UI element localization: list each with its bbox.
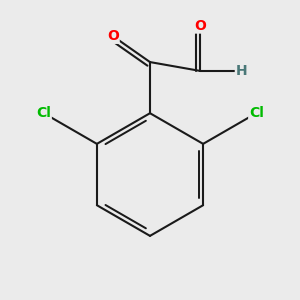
Text: O: O (194, 19, 206, 33)
Text: O: O (107, 29, 119, 43)
Text: H: H (236, 64, 247, 78)
Text: Cl: Cl (249, 106, 264, 120)
Text: Cl: Cl (36, 106, 51, 120)
